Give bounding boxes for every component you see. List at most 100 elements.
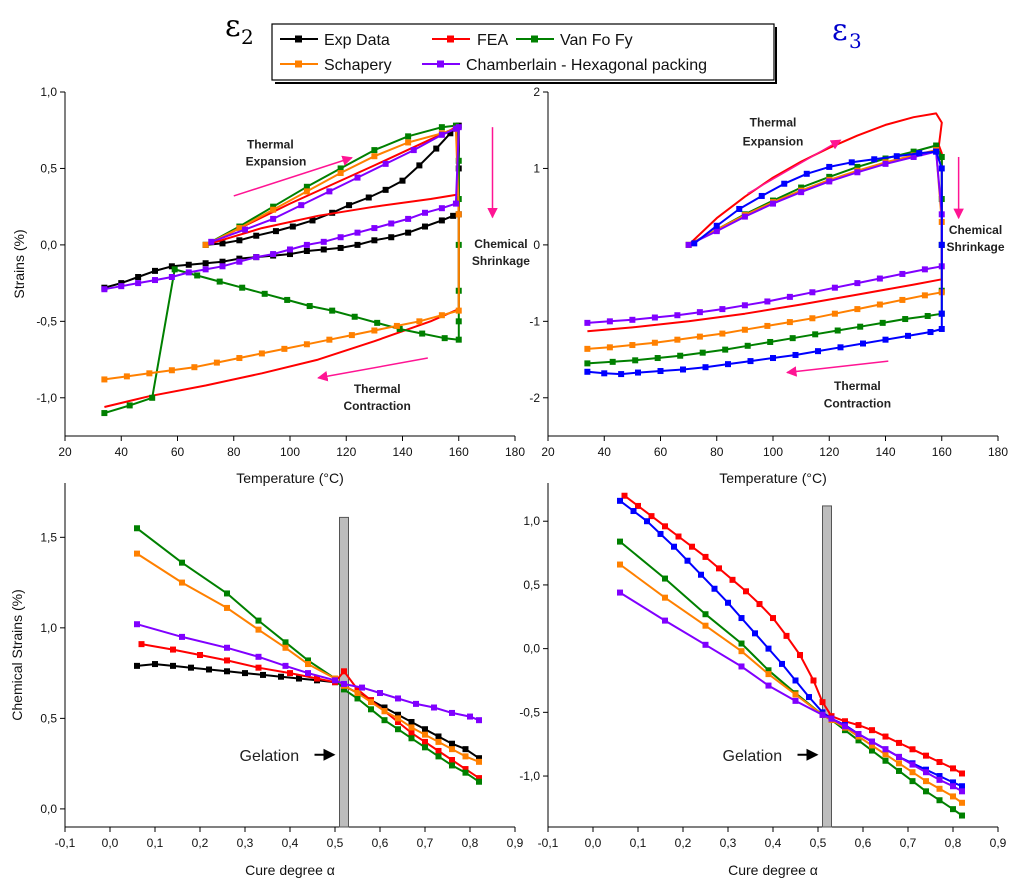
series-line: [587, 150, 943, 324]
title-eps2-symbol: ε: [225, 9, 241, 44]
data-point: [674, 336, 681, 343]
data-point: [134, 525, 140, 532]
data-point: [449, 709, 455, 716]
x-tick-label: 0,1: [147, 836, 164, 850]
data-point: [168, 367, 175, 374]
data-point: [272, 228, 279, 235]
data-point: [657, 368, 664, 375]
legend-label: Exp Data: [324, 32, 390, 49]
data-point: [354, 174, 361, 181]
data-point: [662, 594, 668, 601]
x-tick-label: 0,4: [282, 836, 299, 850]
data-point: [405, 229, 412, 236]
y-tick-label: 0,5: [40, 711, 57, 725]
data-point: [855, 737, 862, 744]
data-point: [219, 263, 226, 270]
data-point: [809, 315, 816, 322]
data-point: [743, 588, 749, 595]
data-point: [831, 310, 838, 317]
data-point: [303, 341, 310, 348]
data-point: [617, 497, 623, 504]
data-point: [950, 765, 956, 772]
data-point: [270, 251, 277, 258]
data-point: [826, 173, 833, 180]
data-point: [725, 599, 731, 606]
data-point: [224, 590, 230, 597]
data-point: [146, 370, 153, 377]
data-point: [168, 263, 175, 270]
data-point: [258, 350, 265, 357]
data-point: [826, 178, 833, 185]
data-point: [938, 241, 945, 248]
data-point: [680, 366, 686, 373]
data-point: [435, 738, 442, 745]
x-tick-label: 0,3: [237, 836, 254, 850]
annotation: Thermal: [750, 115, 797, 129]
y-tick-label: -1: [529, 314, 540, 328]
x-tick-label: 0,3: [720, 836, 737, 850]
data-point: [395, 718, 401, 725]
x-tick-label: 0,9: [507, 836, 524, 850]
data-point: [170, 646, 176, 653]
data-point: [869, 738, 875, 745]
annotation-arrow: [747, 139, 842, 195]
x-tick-label: 60: [654, 445, 668, 459]
data-point: [449, 757, 455, 764]
data-point: [617, 561, 623, 568]
data-point: [696, 309, 703, 316]
y-tick-label: 1,0: [523, 514, 540, 528]
data-point: [902, 316, 909, 323]
x-tick-label: 0,9: [990, 836, 1007, 850]
x-tick-label: 140: [875, 445, 895, 459]
data-point: [635, 502, 641, 509]
data-point: [408, 724, 415, 731]
annotation: Chemical: [474, 237, 527, 251]
data-point: [270, 203, 277, 210]
x-tick-label: 40: [115, 445, 129, 459]
data-point: [185, 269, 192, 276]
data-point: [767, 338, 774, 345]
series-line: [587, 144, 943, 365]
data-point: [837, 344, 844, 351]
data-point: [702, 622, 709, 629]
data-point: [765, 667, 772, 674]
y-tick-label: 0,5: [523, 578, 540, 592]
x-tick-label: 100: [280, 445, 300, 459]
data-point: [419, 330, 426, 337]
data-point: [134, 550, 140, 557]
data-point: [399, 177, 406, 184]
title-eps3: ε 3: [832, 13, 862, 53]
gelation-arrow-head: [806, 748, 819, 761]
y-tick-label: -0,5: [519, 705, 540, 719]
annotation: Shrinkage: [472, 254, 530, 268]
data-point: [270, 206, 277, 213]
data-point: [278, 673, 284, 680]
x-tick-label: 0,4: [765, 836, 782, 850]
data-point: [938, 165, 945, 172]
data-point: [452, 200, 459, 207]
data-point: [936, 785, 943, 792]
title-eps2: ε 2: [225, 9, 254, 49]
data-point: [224, 644, 230, 651]
data-point: [842, 718, 848, 725]
data-point: [738, 615, 745, 622]
data-point: [303, 241, 310, 248]
data-point: [134, 621, 140, 628]
data-point: [298, 202, 305, 209]
data-point: [224, 604, 230, 611]
data-point: [819, 711, 826, 718]
y-tick-label: 0,0: [523, 642, 540, 656]
annotation: Chemical: [949, 223, 1002, 237]
data-point: [756, 601, 763, 608]
legend-label: Schapery: [324, 57, 392, 74]
data-point: [179, 579, 185, 586]
data-point: [341, 668, 347, 675]
data-point: [170, 662, 176, 669]
data-point: [242, 226, 248, 233]
data-point: [765, 682, 772, 689]
data-point: [270, 215, 277, 222]
data-point: [388, 220, 395, 227]
y-tick-label: -1,0: [519, 769, 540, 783]
data-point: [938, 325, 945, 332]
data-point: [438, 124, 445, 131]
